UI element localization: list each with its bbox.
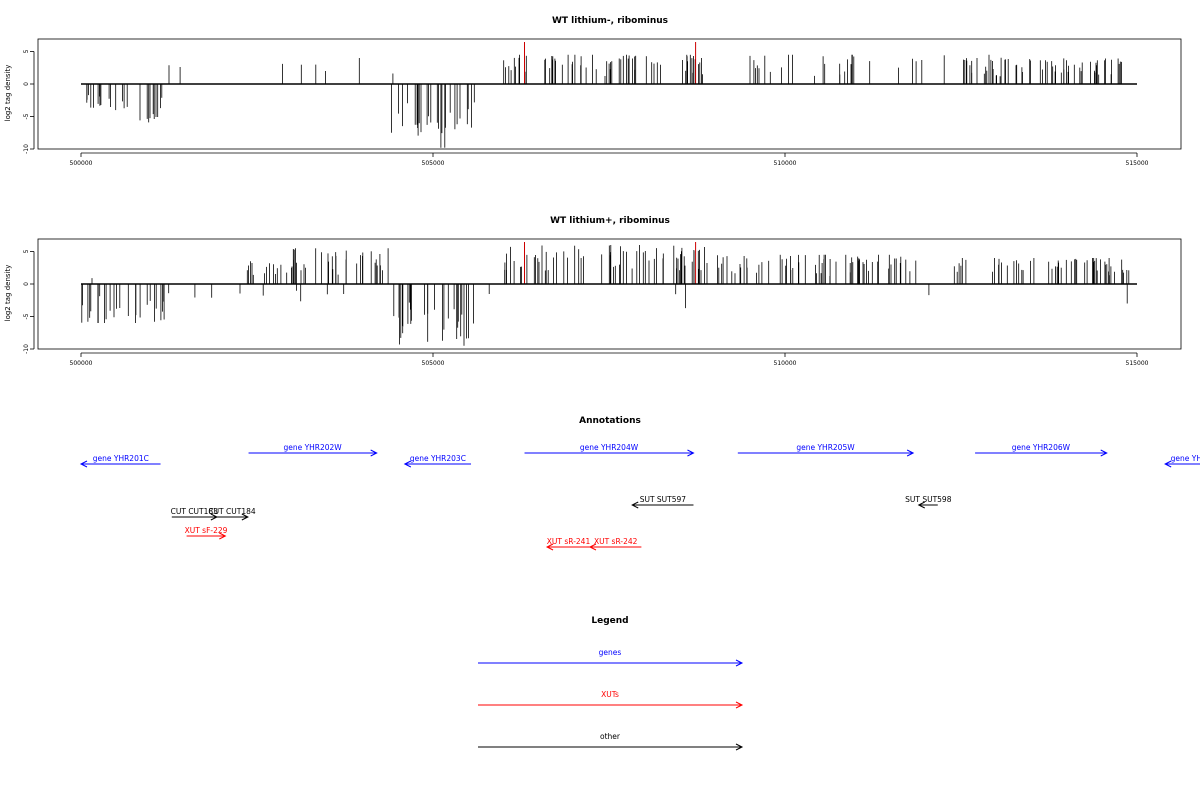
feature-label: XUT sR-241: [547, 537, 591, 546]
y-tick-label: 0: [23, 282, 30, 286]
legend-label: genes: [599, 648, 622, 657]
coverage-panel-lithium-plus: WT lithium+, ribominus log2 tag density …: [4, 216, 1182, 367]
feature-arrow: [186, 532, 227, 540]
legend-entries: genes XUTs other: [478, 648, 744, 751]
feature-arrow: [524, 449, 695, 457]
feature-arrow: [1164, 460, 1200, 468]
legend: Legend genes XUTs other: [478, 616, 744, 751]
legend-title: Legend: [591, 616, 628, 626]
feature-arrow: [588, 543, 642, 551]
axis-ticks: 500000 505000 510000 515000 -10 -5 0 5: [23, 249, 1149, 367]
plot-frame: [37, 38, 1182, 150]
x-tick-label: 515000: [1126, 160, 1149, 167]
y-tick-label: -5: [23, 113, 30, 119]
feature-label: gene YH: [1171, 454, 1200, 463]
feature-arrow: [248, 449, 378, 457]
x-tick-label: 515000: [1126, 360, 1149, 367]
x-tick-label: 510000: [774, 160, 797, 167]
feature-arrows: gene YHR201C gene YHR202W gene YHR203C gene…: [79, 443, 1200, 551]
feature-label: gene YHR203C: [410, 454, 466, 463]
feature-label: gene YHR206W: [1012, 443, 1071, 452]
feature-arrow: [737, 449, 915, 457]
feature-label: CUT CUT184: [208, 507, 256, 516]
annotations-title: Annotations: [579, 416, 641, 426]
feature-label: SUT SUT597: [640, 495, 687, 504]
x-tick-label: 505000: [422, 160, 445, 167]
x-tick-label: 500000: [70, 160, 93, 167]
y-axis-label: log2 tag density: [4, 65, 12, 122]
y-axis-label: log2 tag density: [4, 265, 12, 322]
marker-lines: [524, 242, 697, 284]
panel-title: WT lithium+, ribominus: [550, 216, 670, 226]
legend-arrow: [478, 701, 744, 709]
feature-arrow: [79, 460, 161, 468]
feature-label: SUT SUT598: [905, 495, 952, 504]
axis-ticks: 500000 505000 510000 515000 -10 -5 0 5: [23, 49, 1149, 167]
feature-label: XUT sF-229: [185, 526, 228, 535]
coverage-panel-lithium-minus: WT lithium-, ribominus log2 tag density …: [4, 16, 1182, 167]
tag-density-bars: [86, 54, 1122, 148]
feature-label: gene YHR201C: [93, 454, 149, 463]
x-tick-label: 500000: [70, 360, 93, 367]
marker-lines: [524, 42, 697, 84]
legend-arrow: [478, 659, 744, 667]
feature-arrow: [545, 543, 590, 551]
feature-label: CUT CUT183: [171, 507, 219, 516]
feature-arrow: [403, 460, 472, 468]
feature-arrow: [216, 513, 249, 521]
feature-arrow: [631, 501, 694, 509]
plot-frame: [37, 238, 1182, 350]
x-tick-label: 505000: [422, 360, 445, 367]
y-tick-label: -10: [23, 344, 30, 354]
y-tick-label: -5: [23, 313, 30, 319]
y-tick-label: 0: [23, 82, 30, 86]
y-tick-label: 5: [23, 249, 30, 253]
legend-arrow: [478, 743, 744, 751]
feature-arrow: [975, 449, 1108, 457]
feature-label: gene YHR205W: [796, 443, 855, 452]
feature-label: gene YHR202W: [283, 443, 342, 452]
panel-title: WT lithium-, ribominus: [552, 16, 668, 26]
legend-label: XUTs: [601, 690, 619, 699]
tag-density-bars: [81, 245, 1130, 346]
x-tick-label: 510000: [774, 360, 797, 367]
legend-label: other: [600, 732, 621, 741]
feature-arrow: [917, 501, 938, 509]
feature-label: XUT sR-242: [594, 537, 638, 546]
y-tick-label: 5: [23, 49, 30, 53]
y-tick-label: -10: [23, 144, 30, 154]
feature-label: gene YHR204W: [580, 443, 639, 452]
